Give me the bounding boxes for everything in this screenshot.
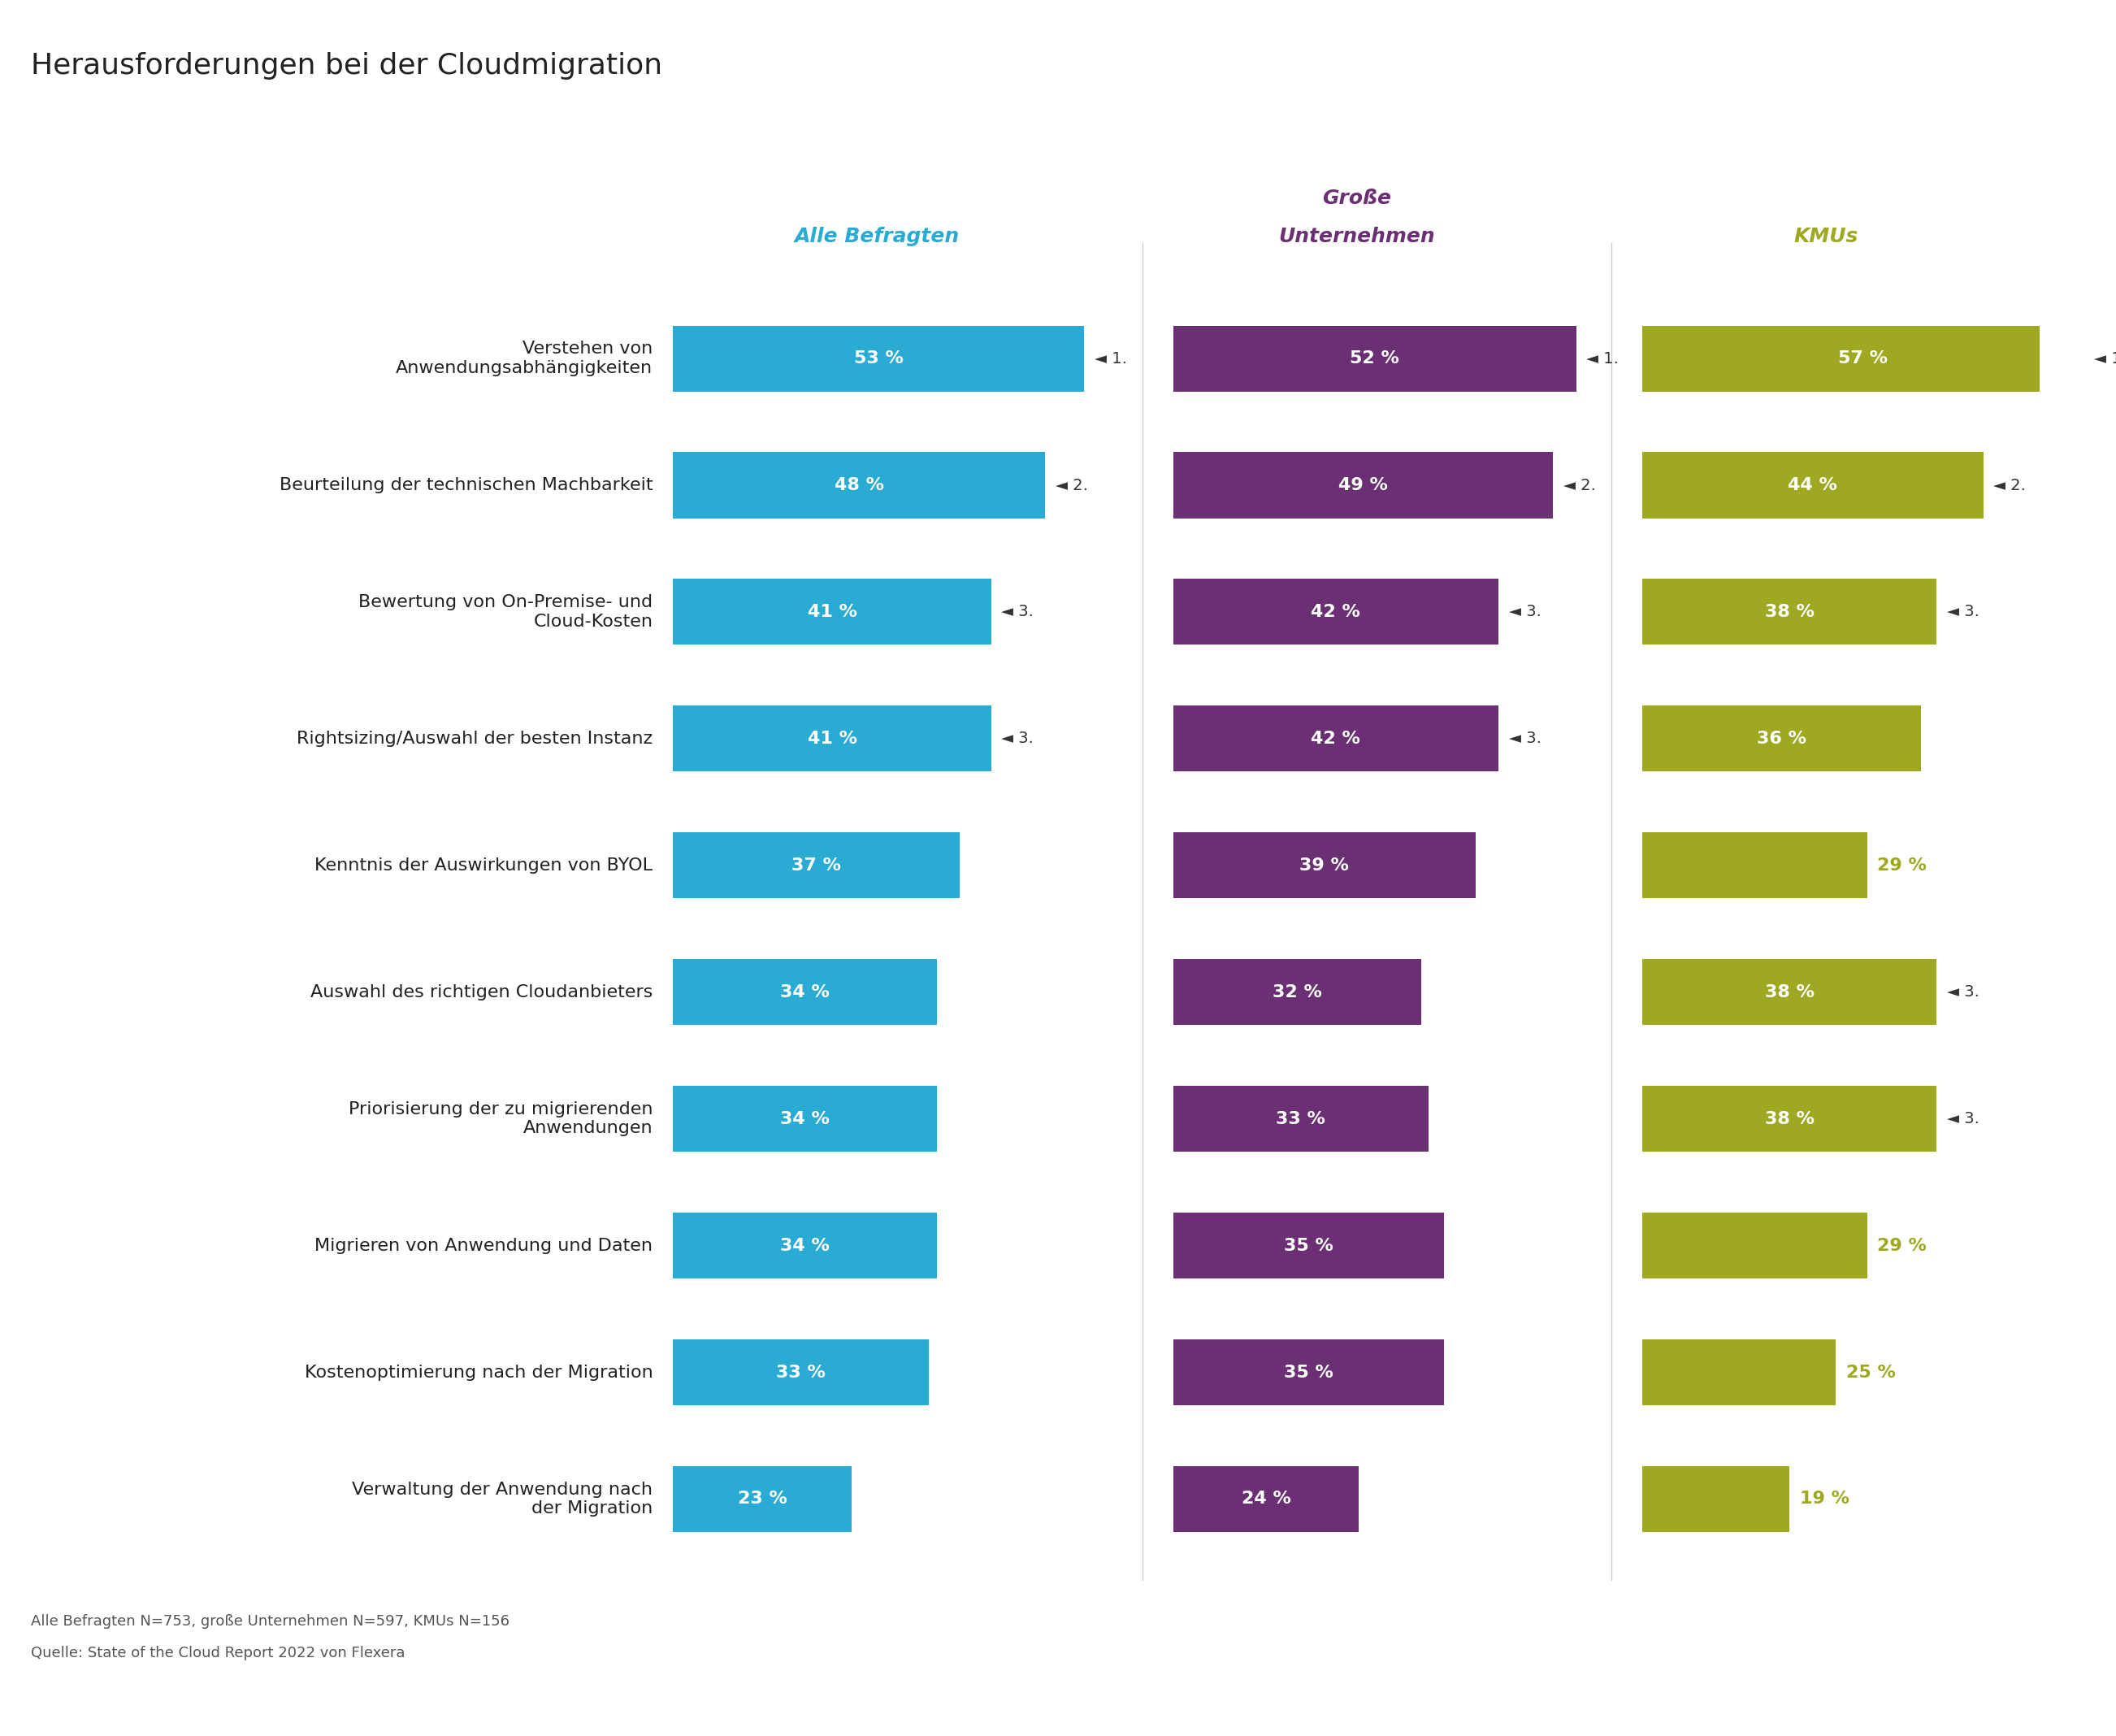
Bar <box>1642 453 1983 517</box>
Text: KMUs: KMUs <box>1794 227 1858 247</box>
Text: Kostenoptimierung nach der Migration: Kostenoptimierung nach der Migration <box>305 1364 654 1380</box>
Text: 33 %: 33 % <box>777 1364 825 1380</box>
Bar <box>1172 833 1475 898</box>
Bar <box>1642 833 1866 898</box>
Bar <box>1642 1467 1790 1531</box>
Text: 29 %: 29 % <box>1877 1238 1928 1253</box>
Bar <box>1172 707 1498 771</box>
Text: ◄ 3.: ◄ 3. <box>1001 731 1033 746</box>
Bar <box>1172 326 1576 391</box>
Bar <box>673 453 1045 517</box>
Bar <box>673 707 990 771</box>
Text: 38 %: 38 % <box>1765 1111 1813 1127</box>
Bar <box>673 1087 937 1151</box>
Text: 38 %: 38 % <box>1765 604 1813 620</box>
Text: 37 %: 37 % <box>791 858 842 873</box>
Text: ◄ 2.: ◄ 2. <box>1993 477 2025 493</box>
Text: 36 %: 36 % <box>1756 731 1807 746</box>
Text: 42 %: 42 % <box>1312 604 1361 620</box>
Bar <box>1642 1340 1837 1404</box>
Text: 42 %: 42 % <box>1312 731 1361 746</box>
Bar <box>673 580 990 644</box>
Text: Kenntnis der Auswirkungen von BYOL: Kenntnis der Auswirkungen von BYOL <box>315 858 654 873</box>
Text: Alle Befragten N=753, große Unternehmen N=597, KMUs N=156: Alle Befragten N=753, große Unternehmen … <box>30 1614 510 1628</box>
Text: 38 %: 38 % <box>1765 984 1813 1000</box>
Text: Verwaltung der Anwendung nach
der Migration: Verwaltung der Anwendung nach der Migrat… <box>351 1481 654 1517</box>
Text: 44 %: 44 % <box>1788 477 1837 493</box>
Text: 48 %: 48 % <box>834 477 884 493</box>
Bar <box>673 326 1083 391</box>
Bar <box>1172 1087 1428 1151</box>
Bar <box>673 1467 851 1531</box>
Bar <box>673 1340 929 1404</box>
Text: 41 %: 41 % <box>808 604 857 620</box>
Text: 34 %: 34 % <box>781 984 829 1000</box>
Bar <box>673 1213 937 1278</box>
Text: 49 %: 49 % <box>1337 477 1388 493</box>
Text: Migrieren von Anwendung und Daten: Migrieren von Anwendung und Daten <box>315 1238 654 1253</box>
Text: Beurteilung der technischen Machbarkeit: Beurteilung der technischen Machbarkeit <box>279 477 654 493</box>
Text: ◄ 3.: ◄ 3. <box>1947 604 1978 620</box>
Bar <box>1172 960 1422 1024</box>
Bar <box>1172 453 1553 517</box>
Text: 35 %: 35 % <box>1284 1364 1333 1380</box>
Bar <box>1172 580 1498 644</box>
Text: Große: Große <box>1322 189 1390 208</box>
Text: Bewertung von On-Premise- und
Cloud-Kosten: Bewertung von On-Premise- und Cloud-Kost… <box>358 594 654 630</box>
Text: 39 %: 39 % <box>1299 858 1348 873</box>
Text: 33 %: 33 % <box>1276 1111 1325 1127</box>
Text: 32 %: 32 % <box>1272 984 1322 1000</box>
Bar <box>673 960 937 1024</box>
Text: 57 %: 57 % <box>1839 351 1887 366</box>
Text: 25 %: 25 % <box>1845 1364 1896 1380</box>
Text: Auswahl des richtigen Cloudanbieters: Auswahl des richtigen Cloudanbieters <box>311 984 654 1000</box>
Bar <box>673 833 961 898</box>
Text: Quelle: State of the Cloud Report 2022 von Flexera: Quelle: State of the Cloud Report 2022 v… <box>30 1646 404 1660</box>
Text: ◄ 1.: ◄ 1. <box>2095 351 2116 366</box>
Text: 19 %: 19 % <box>1801 1491 1849 1507</box>
Text: ◄ 3.: ◄ 3. <box>1947 1111 1978 1127</box>
Bar <box>1642 1087 1936 1151</box>
Text: Verstehen von
Anwendungsabhängigkeiten: Verstehen von Anwendungsabhängigkeiten <box>396 340 654 377</box>
Text: 35 %: 35 % <box>1284 1238 1333 1253</box>
Text: Rightsizing/Auswahl der besten Instanz: Rightsizing/Auswahl der besten Instanz <box>296 731 654 746</box>
Text: 23 %: 23 % <box>738 1491 787 1507</box>
Text: 52 %: 52 % <box>1350 351 1399 366</box>
Bar <box>1172 1340 1445 1404</box>
Text: ◄ 2.: ◄ 2. <box>1564 477 1595 493</box>
Text: 34 %: 34 % <box>781 1238 829 1253</box>
Text: 34 %: 34 % <box>781 1111 829 1127</box>
Text: 53 %: 53 % <box>855 351 904 366</box>
Bar <box>1172 1467 1358 1531</box>
Text: Alle Befragten: Alle Befragten <box>796 227 961 247</box>
Text: ◄ 1.: ◄ 1. <box>1587 351 1619 366</box>
Bar <box>1172 1213 1445 1278</box>
Bar <box>1642 707 1921 771</box>
Text: ◄ 3.: ◄ 3. <box>1509 604 1540 620</box>
Text: ◄ 2.: ◄ 2. <box>1056 477 1088 493</box>
Text: ◄ 3.: ◄ 3. <box>1001 604 1033 620</box>
Text: Priorisierung der zu migrierenden
Anwendungen: Priorisierung der zu migrierenden Anwend… <box>349 1101 654 1137</box>
Text: 29 %: 29 % <box>1877 858 1928 873</box>
Text: Unternehmen: Unternehmen <box>1278 227 1435 247</box>
Text: ◄ 3.: ◄ 3. <box>1947 984 1978 1000</box>
Text: Herausforderungen bei der Cloudmigration: Herausforderungen bei der Cloudmigration <box>30 52 662 80</box>
Bar <box>1642 326 2084 391</box>
Text: ◄ 3.: ◄ 3. <box>1509 731 1540 746</box>
Bar <box>1642 1213 1866 1278</box>
Text: ◄ 1.: ◄ 1. <box>1094 351 1126 366</box>
Text: 41 %: 41 % <box>808 731 857 746</box>
Text: 24 %: 24 % <box>1242 1491 1291 1507</box>
Bar <box>1642 580 1936 644</box>
Bar <box>1642 960 1936 1024</box>
